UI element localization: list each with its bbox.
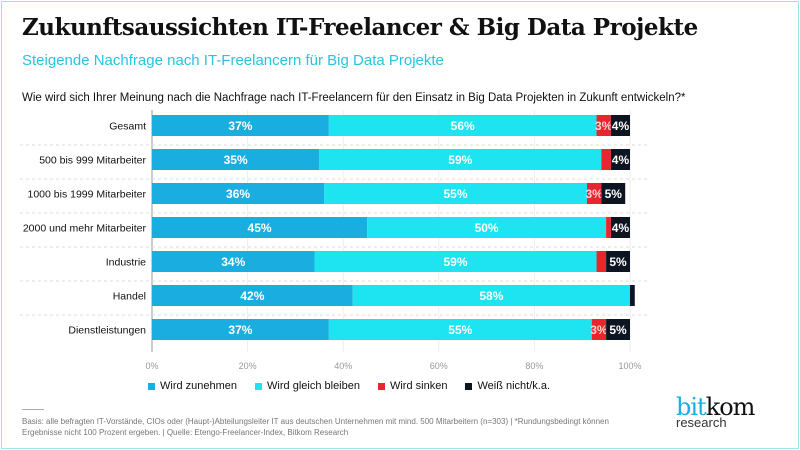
data-label: 35% <box>224 153 248 167</box>
x-tick-label: 100% <box>618 361 641 370</box>
x-tick-label: 0% <box>145 361 158 370</box>
bar-segment <box>591 319 607 340</box>
bar-segment <box>152 149 320 170</box>
category-label: 2000 und mehr Mitarbeiter <box>23 223 147 235</box>
bar-segment <box>596 251 607 272</box>
data-label: 55% <box>448 323 472 337</box>
bar-segment <box>152 285 353 306</box>
legend-item: Weiß nicht/k.a. <box>465 380 550 392</box>
legend-label: Weiß nicht/k.a. <box>477 380 550 392</box>
logo-part: kom <box>705 393 756 421</box>
bar-segment <box>319 149 602 170</box>
legend-swatch <box>148 382 155 390</box>
data-label: 37% <box>228 323 252 337</box>
subtitle: Steigende Nachfrage nach IT-Freelancern … <box>22 52 444 69</box>
bar-segment <box>606 251 630 272</box>
bar-segment <box>152 251 315 272</box>
footnote: Basis: alle befragten IT-Vorstände, CIOs… <box>22 417 609 437</box>
data-label: 4% <box>612 221 630 235</box>
data-label: 59% <box>448 153 472 167</box>
bar-segment <box>610 217 630 238</box>
x-tick-label: 40% <box>334 361 352 370</box>
logo-part: bit <box>676 393 707 421</box>
bar-segment <box>610 149 630 170</box>
x-tick-label: 60% <box>430 361 448 370</box>
bar-segment <box>324 183 587 204</box>
category-label: 1000 bis 1999 Mitarbeiter <box>28 189 147 201</box>
category-label: 500 bis 999 Mitarbeiter <box>39 155 146 167</box>
data-label: 34% <box>221 255 245 269</box>
data-label: 3% <box>595 119 613 133</box>
question: Wie wird sich Ihrer Meinung nach die Nac… <box>22 92 686 104</box>
bar-segment <box>328 115 597 136</box>
legend-label: Wird sinken <box>389 380 448 392</box>
bar-segment <box>601 183 626 204</box>
legend-swatch <box>255 382 263 390</box>
page-title: Zukunftsaussichten IT-Freelancer & Big D… <box>22 14 698 41</box>
category-label: Dienstleistungen <box>68 325 146 337</box>
legend-label: Wird zunehmen <box>160 380 238 392</box>
bar-segment <box>596 115 611 136</box>
x-tick-label: 20% <box>239 361 257 370</box>
category-label: Handel <box>113 291 146 303</box>
data-label: 3% <box>590 323 608 337</box>
category-label: Gesamt <box>109 121 146 133</box>
bar-segment <box>152 115 329 136</box>
bar-segment <box>601 149 611 170</box>
bar-segment <box>367 217 607 238</box>
legend-swatch <box>377 382 385 390</box>
bar-segment <box>314 251 597 272</box>
bitkom-logo: bitkom research <box>676 393 756 430</box>
legend-label: Wird gleich bleiben <box>267 380 360 392</box>
bar-segment <box>630 285 635 306</box>
divider <box>22 409 44 410</box>
logo-sub: research <box>676 415 727 430</box>
data-label: 45% <box>248 221 272 235</box>
data-label: 50% <box>475 221 499 235</box>
data-label: 56% <box>451 119 475 133</box>
data-label: 37% <box>228 119 252 133</box>
data-label: 4% <box>612 119 630 133</box>
data-label: 3% <box>585 187 603 201</box>
data-label: 5% <box>609 255 627 269</box>
legend-item: Wird sinken <box>377 380 448 392</box>
data-label: 58% <box>479 289 503 303</box>
data-label: 55% <box>444 187 468 201</box>
bar-segment <box>610 115 630 136</box>
stacked-bar-chart: 0% 20% 40% 60% 80% 100%Gesamt 37% 56% 3% 4%500 bi… <box>20 110 650 370</box>
x-tick-label: 80% <box>525 361 543 370</box>
bar-segment <box>152 183 325 204</box>
data-label: 42% <box>240 289 264 303</box>
bar-segment <box>606 217 611 238</box>
data-label: 36% <box>226 187 250 201</box>
bar-segment <box>152 217 368 238</box>
legend-item: Wird gleich bleiben <box>255 380 360 392</box>
bar-segment <box>352 285 630 306</box>
bar-segment <box>606 319 630 340</box>
data-label: 5% <box>609 323 627 337</box>
data-label: 5% <box>605 187 623 201</box>
legend-swatch <box>465 382 473 390</box>
legend: Wird zunehmen Wird gleich bleiben Wird s… <box>148 380 550 392</box>
bar-segment <box>152 319 329 340</box>
data-label: 59% <box>444 255 468 269</box>
category-label: Industrie <box>106 257 146 269</box>
data-label: 4% <box>612 153 630 167</box>
bar-segment <box>586 183 602 204</box>
bar-segment <box>328 319 592 340</box>
legend-item: Wird zunehmen <box>148 380 237 392</box>
